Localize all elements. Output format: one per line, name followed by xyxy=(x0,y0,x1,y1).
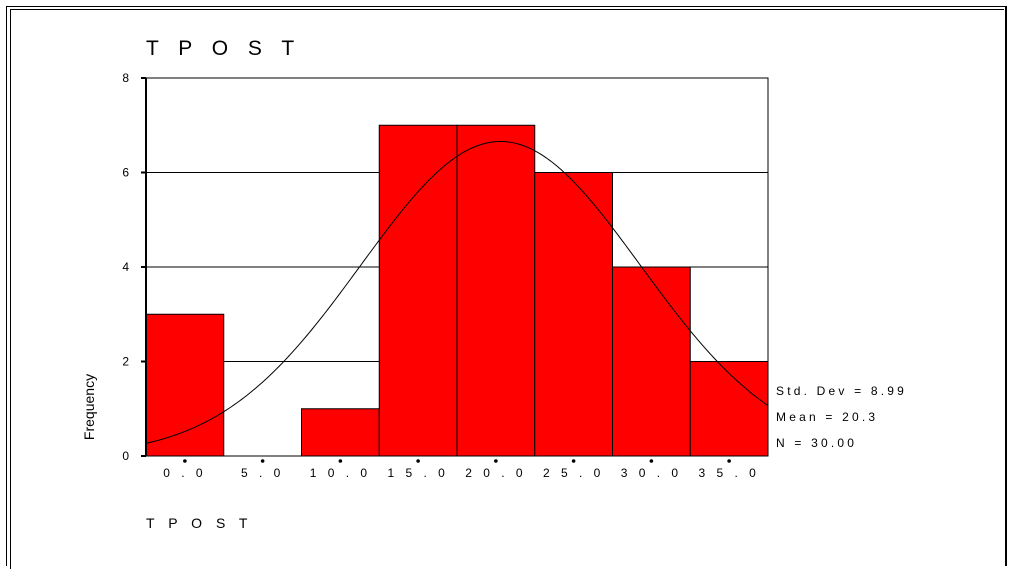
x-tick-label-6: 3 0 . 0 xyxy=(621,466,682,480)
x-tick-label-5: 2 5 . 0 xyxy=(543,466,604,480)
x-tick-mark-5 xyxy=(571,459,576,463)
y-tick-label-4: 8 xyxy=(122,71,129,85)
y-axis-label: Frequency xyxy=(81,374,97,440)
histogram-bar-6 xyxy=(612,266,691,457)
x-tick-label-0: 0 . 0 xyxy=(163,466,206,480)
x-tick-mark-6 xyxy=(649,459,654,463)
histogram-bar-3 xyxy=(378,124,458,457)
y-tick-label-1: 2 xyxy=(122,355,129,369)
stats-legend: Std. Dev = 8.99 Mean = 20.3 N = 30.00 xyxy=(776,384,907,450)
x-tick-label-1: 5 . 0 xyxy=(241,466,284,480)
x-tick-mark-4 xyxy=(494,459,498,463)
histogram-bar-2 xyxy=(301,408,380,457)
x-tick-label-7: 3 5 . 0 xyxy=(698,466,759,480)
stat-mean: Mean = 20.3 xyxy=(776,410,878,424)
x-axis-label: T P O S T xyxy=(146,515,252,531)
outer-frame xyxy=(6,6,1007,566)
chart-title: T P O S T xyxy=(146,37,301,60)
x-tick-label-3: 1 5 . 0 xyxy=(387,466,448,480)
y-tick-label-0: 0 xyxy=(122,449,129,463)
stat-std-dev: Std. Dev = 8.99 xyxy=(776,384,907,398)
histogram-chart: T P O S T 0 2 4 6 8 0 . 0 5 . 0 1 0 . 0 1 5 . 0… xyxy=(81,37,907,531)
histogram-bar-7 xyxy=(689,361,769,457)
x-axis: 0 . 0 5 . 0 1 0 . 0 1 5 . 0 2 0 . 0 2 5 . 0 3 … xyxy=(163,459,759,480)
x-tick-mark-1 xyxy=(260,459,265,463)
x-tick-mark-2 xyxy=(338,459,343,463)
y-axis: 0 2 4 6 8 xyxy=(122,71,147,463)
histogram-bar-5 xyxy=(534,172,613,457)
normal-curve xyxy=(145,140,769,444)
y-tick-label-3: 6 xyxy=(122,166,129,180)
histogram-bars xyxy=(145,124,769,457)
x-tick-mark-3 xyxy=(416,459,420,463)
x-tick-label-2: 1 0 . 0 xyxy=(310,466,371,480)
histogram-bar-0 xyxy=(145,313,225,457)
x-tick-mark-7 xyxy=(727,459,731,463)
x-tick-mark-0 xyxy=(183,459,187,463)
y-tick-label-2: 4 xyxy=(122,260,129,274)
histogram-bar-4 xyxy=(456,124,536,457)
stat-n: N = 30.00 xyxy=(776,436,857,450)
x-tick-label-4: 2 0 . 0 xyxy=(465,466,526,480)
inner-frame xyxy=(10,9,1004,569)
